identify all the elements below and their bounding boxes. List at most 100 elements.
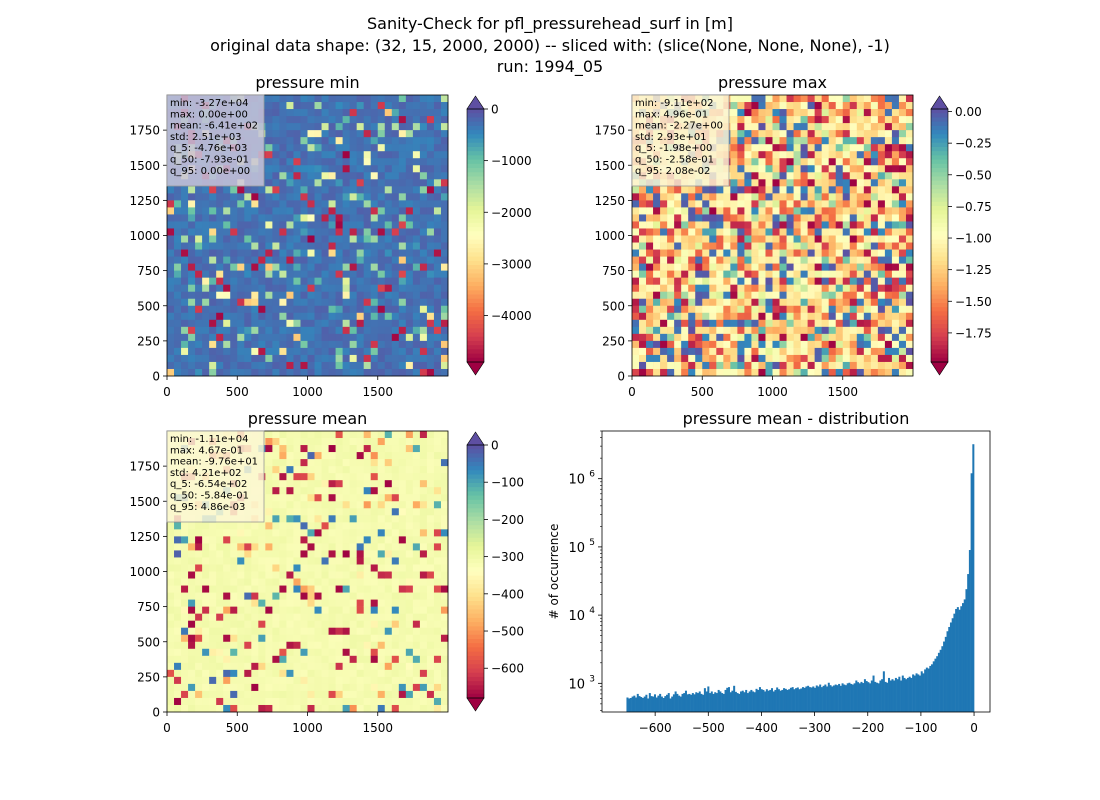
heatmap-cell [891, 291, 900, 300]
heatmap-cell [807, 102, 815, 110]
heatmap-cell [174, 235, 182, 243]
heatmap-cell [702, 354, 710, 363]
heatmap-cell [405, 648, 414, 657]
heatmap-cell [209, 277, 217, 285]
heatmap-cell [412, 669, 421, 678]
heatmap-cell [384, 347, 393, 356]
heatmap-cell [293, 249, 301, 257]
heatmap-cell [167, 347, 175, 356]
heatmap-cell [681, 242, 689, 250]
heatmap-cell [891, 256, 900, 264]
heatmap-cell [272, 676, 280, 685]
heatmap-cell [328, 459, 336, 467]
heatmap-cell [349, 151, 357, 159]
heatmap-cell [377, 123, 386, 131]
colorbar-band [931, 168, 948, 173]
heatmap-cell [856, 151, 865, 159]
heatmap-cell [286, 186, 294, 194]
heatmap-cell [314, 368, 322, 377]
heatmap-cell [244, 298, 252, 307]
heatmap-cell [440, 151, 449, 159]
heatmap-cell [723, 291, 731, 300]
heatmap-cell [174, 564, 182, 572]
heatmap-cell [405, 704, 414, 713]
heatmap-cell [660, 221, 668, 229]
heatmap-cell [786, 158, 794, 166]
heatmap-cell [660, 270, 668, 278]
heatmap-cell [828, 354, 837, 363]
heatmap-cell [265, 648, 273, 657]
heatmap-cell [419, 445, 428, 453]
colorbar-band [467, 328, 484, 333]
heatmap-cell [286, 543, 294, 551]
heatmap-cell [377, 151, 386, 159]
heatmap-cell [842, 109, 851, 117]
heatmap-cell [835, 228, 844, 236]
heatmap-cell [216, 193, 224, 201]
stats-line: q_50: -2.58e-01 [635, 155, 714, 166]
heatmap-cell [216, 529, 224, 537]
heatmap-cell [709, 249, 717, 257]
heatmap-cell [419, 606, 428, 614]
heatmap-cell [391, 627, 400, 636]
heatmap-cell [426, 347, 435, 356]
heatmap-cell [440, 340, 449, 349]
heatmap-cell [195, 704, 203, 713]
heatmap-cell [870, 151, 879, 159]
heatmap-cell [695, 235, 703, 243]
heatmap-cell [181, 697, 189, 706]
heatmap-cell [300, 704, 308, 713]
heatmap-cell [188, 704, 196, 713]
heatmap-cell [370, 508, 379, 516]
heatmap-cell [216, 571, 224, 579]
heatmap-cell [716, 340, 724, 349]
heatmap-cell [681, 200, 689, 208]
heatmap-cell [405, 95, 414, 103]
heatmap-cell [258, 634, 266, 643]
heatmap-cell [202, 613, 210, 621]
heatmap-cell [223, 648, 231, 657]
heatmap-cell [405, 284, 414, 293]
heatmap-cell [307, 228, 315, 236]
heatmap-cell [419, 242, 428, 250]
heatmap-cell [433, 606, 442, 614]
heatmap-cell [195, 312, 203, 321]
heatmap-cell [377, 662, 386, 671]
colorbar-band [467, 311, 484, 317]
heatmap-cell [765, 354, 773, 363]
heatmap-cell [209, 543, 217, 551]
heatmap-cell [828, 298, 837, 307]
heatmap-cell [174, 361, 182, 370]
heatmap-cell [419, 459, 428, 467]
heatmap-cell [342, 704, 350, 713]
heatmap-cell [391, 291, 400, 300]
stats-line: q_95: 0.00e+00 [170, 166, 250, 177]
heatmap-cell [639, 207, 647, 215]
heatmap-cell [419, 249, 428, 257]
heatmap-cell [216, 235, 224, 243]
heatmap-cell [828, 179, 837, 187]
heatmap-cell [307, 599, 315, 607]
heatmap-cell [898, 284, 907, 293]
heatmap-cell [419, 319, 428, 328]
heatmap-cell [314, 116, 322, 124]
heatmap-cell [779, 179, 787, 187]
heatmap-cell [835, 361, 844, 370]
heatmap-cell [216, 186, 224, 194]
heatmap-cell [321, 536, 329, 544]
colorbar-band [467, 142, 484, 148]
heatmap-cell [632, 361, 640, 370]
heatmap-cell [384, 564, 393, 572]
heatmap-cell [307, 137, 315, 145]
heatmap-cell [433, 165, 442, 173]
heatmap-cell [174, 550, 182, 558]
heatmap-cell [188, 277, 196, 285]
heatmap-cell [195, 305, 203, 314]
heatmap-cell [405, 102, 414, 110]
heatmap-cell [702, 200, 710, 208]
heatmap-cell [307, 508, 315, 516]
heatmap-cell [293, 130, 301, 138]
heatmap-cell [370, 221, 379, 229]
heatmap-cell [265, 312, 273, 321]
heatmap-cell [419, 158, 428, 166]
